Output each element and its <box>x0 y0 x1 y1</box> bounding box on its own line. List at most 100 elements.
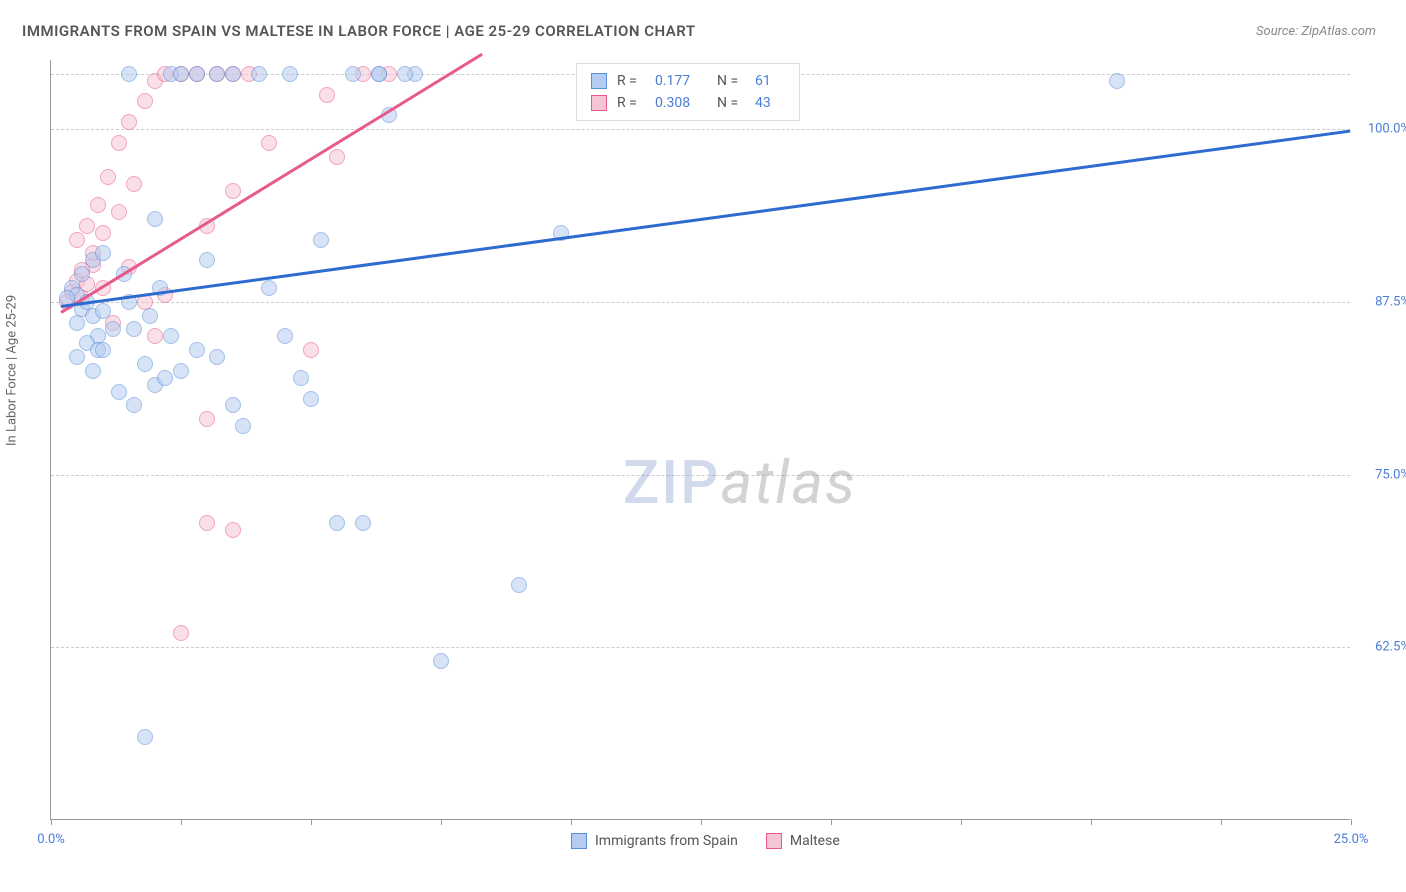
data-point-maltese <box>147 328 163 344</box>
y-axis-label: In Labor Force | Age 25-29 <box>5 295 20 446</box>
data-point-spain <box>121 66 137 82</box>
regression-line-spain <box>61 129 1351 307</box>
data-point-spain <box>111 384 127 400</box>
legend-swatch <box>571 833 587 849</box>
plot-region: 62.5%75.0%87.5%100.0%0.0%25.0%ZIPatlasR … <box>50 60 1350 820</box>
data-point-spain <box>433 653 449 669</box>
data-point-maltese <box>79 218 95 234</box>
data-point-spain <box>126 321 142 337</box>
x-tick <box>51 819 52 825</box>
watermark: ZIPatlas <box>623 447 857 518</box>
data-point-spain <box>511 577 527 593</box>
x-tick <box>1221 819 1222 825</box>
legend-row-maltese: R =0.308N =43 <box>591 92 785 114</box>
data-point-maltese <box>225 183 241 199</box>
data-point-spain <box>329 515 345 531</box>
correlation-legend: R =0.177N =61R =0.308N =43 <box>576 63 800 121</box>
data-point-maltese <box>261 135 277 151</box>
x-tick <box>1351 819 1352 825</box>
r-value: 0.308 <box>655 95 707 111</box>
data-point-maltese <box>173 625 189 641</box>
data-point-spain <box>147 211 163 227</box>
y-tick-label: 75.0% <box>1355 467 1406 482</box>
x-tick <box>311 819 312 825</box>
data-point-maltese <box>199 411 215 427</box>
data-point-maltese <box>303 342 319 358</box>
data-point-maltese <box>111 204 127 220</box>
data-point-spain <box>173 363 189 379</box>
series-legend: Immigrants from Spain Maltese <box>571 833 840 849</box>
data-point-maltese <box>319 87 335 103</box>
n-label: N = <box>717 73 745 89</box>
data-point-spain <box>251 66 267 82</box>
x-tick-label: 25.0% <box>1334 832 1369 847</box>
legend-label: Maltese <box>790 833 840 849</box>
data-point-spain <box>225 397 241 413</box>
data-point-spain <box>209 349 225 365</box>
data-point-spain <box>163 328 179 344</box>
data-point-spain <box>199 252 215 268</box>
gridline <box>51 129 1350 130</box>
data-point-spain <box>69 349 85 365</box>
data-point-spain <box>95 245 111 261</box>
data-point-spain <box>189 66 205 82</box>
data-point-spain <box>235 418 251 434</box>
x-tick <box>441 819 442 825</box>
data-point-maltese <box>121 114 137 130</box>
data-point-spain <box>282 66 298 82</box>
data-point-spain <box>74 266 90 282</box>
legend-swatch <box>591 73 607 89</box>
data-point-spain <box>85 363 101 379</box>
data-point-maltese <box>95 225 111 241</box>
data-point-spain <box>105 321 121 337</box>
data-point-spain <box>277 328 293 344</box>
data-point-spain <box>173 66 189 82</box>
gridline <box>51 302 1350 303</box>
data-point-spain <box>189 342 205 358</box>
x-tick <box>571 819 572 825</box>
data-point-maltese <box>100 169 116 185</box>
r-label: R = <box>617 73 645 89</box>
data-point-maltese <box>199 515 215 531</box>
legend-swatch <box>591 95 607 111</box>
data-point-spain <box>225 66 241 82</box>
r-label: R = <box>617 95 645 111</box>
data-point-maltese <box>90 197 106 213</box>
chart-area: 62.5%75.0%87.5%100.0%0.0%25.0%ZIPatlasR … <box>50 60 1350 820</box>
x-tick <box>181 819 182 825</box>
n-value: 43 <box>755 95 785 111</box>
data-point-spain <box>142 308 158 324</box>
x-tick-label: 0.0% <box>37 832 65 847</box>
data-point-maltese <box>137 93 153 109</box>
source-label: Source: ZipAtlas.com <box>1256 24 1376 39</box>
data-point-maltese <box>111 135 127 151</box>
data-point-spain <box>397 66 413 82</box>
data-point-spain <box>95 342 111 358</box>
y-tick-label: 62.5% <box>1355 640 1406 655</box>
x-tick <box>1091 819 1092 825</box>
data-point-spain <box>345 66 361 82</box>
data-point-spain <box>261 280 277 296</box>
x-tick <box>831 819 832 825</box>
data-point-spain <box>137 729 153 745</box>
data-point-spain <box>157 370 173 386</box>
data-point-spain <box>209 66 225 82</box>
y-tick-label: 100.0% <box>1355 122 1406 137</box>
regression-line-maltese <box>61 53 484 314</box>
legend-item-maltese: Maltese <box>766 833 840 849</box>
x-tick <box>701 819 702 825</box>
legend-swatch <box>766 833 782 849</box>
legend-label: Immigrants from Spain <box>595 833 738 849</box>
data-point-spain <box>95 303 111 319</box>
x-tick <box>961 819 962 825</box>
r-value: 0.177 <box>655 73 707 89</box>
data-point-spain <box>371 66 387 82</box>
legend-row-spain: R =0.177N =61 <box>591 70 785 92</box>
data-point-spain <box>355 515 371 531</box>
data-point-maltese <box>329 149 345 165</box>
data-point-maltese <box>225 522 241 538</box>
legend-item-spain: Immigrants from Spain <box>571 833 738 849</box>
gridline <box>51 475 1350 476</box>
data-point-spain <box>313 232 329 248</box>
data-point-spain <box>303 391 319 407</box>
